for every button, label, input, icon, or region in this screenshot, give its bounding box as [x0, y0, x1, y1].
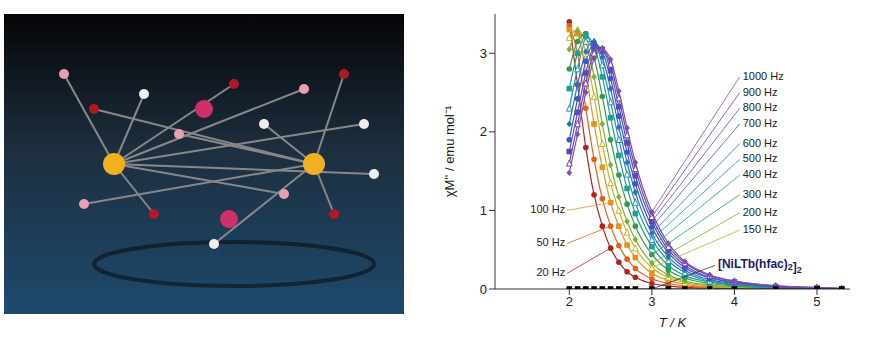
svg-text:χM'' / emu mol⁻¹: χM'' / emu mol⁻¹ [442, 105, 457, 197]
svg-text:500 Hz: 500 Hz [743, 152, 778, 164]
svg-text:50 Hz: 50 Hz [536, 236, 565, 248]
svg-text:0: 0 [480, 282, 487, 297]
svg-text:4: 4 [731, 294, 738, 309]
svg-text:T / K: T / K [659, 315, 688, 330]
svg-text:1: 1 [480, 203, 487, 218]
svg-text:1000 Hz: 1000 Hz [743, 70, 784, 82]
svg-text:200 Hz: 200 Hz [743, 206, 778, 218]
svg-text:300 Hz: 300 Hz [743, 188, 778, 200]
svg-text:5: 5 [813, 294, 820, 309]
svg-text:400 Hz: 400 Hz [743, 168, 778, 180]
svg-text:3: 3 [648, 294, 655, 309]
svg-text:20 Hz: 20 Hz [536, 266, 565, 278]
svg-text:100 Hz: 100 Hz [530, 203, 565, 215]
svg-text:3: 3 [480, 46, 487, 61]
svg-text:900 Hz: 900 Hz [743, 85, 778, 97]
svg-text:2: 2 [566, 294, 573, 309]
svg-text:700 Hz: 700 Hz [743, 117, 778, 129]
svg-text:[NiLTb(hfac)2]2: [NiLTb(hfac)2]2 [718, 258, 802, 276]
svg-text:800 Hz: 800 Hz [743, 101, 778, 113]
svg-text:600 Hz: 600 Hz [743, 137, 778, 149]
svg-text:2: 2 [480, 124, 487, 139]
svg-text:150 Hz: 150 Hz [743, 223, 778, 235]
